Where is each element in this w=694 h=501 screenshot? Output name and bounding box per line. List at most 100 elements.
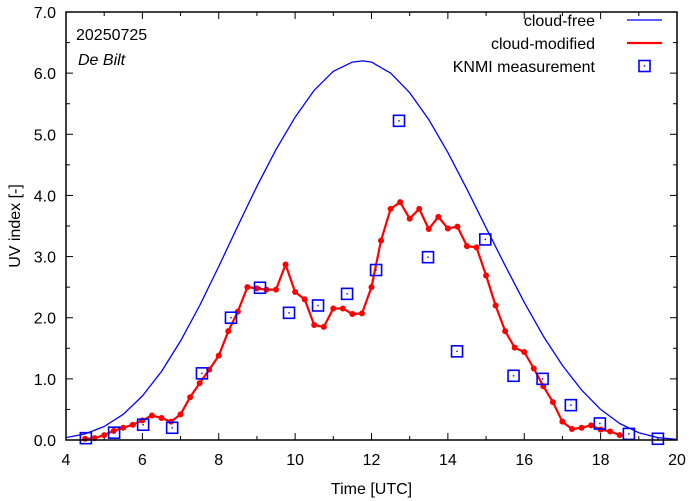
cloud-modified-point: [187, 394, 194, 401]
measurement-square: [340, 287, 354, 301]
measurement-dot: [427, 256, 429, 258]
measurement-dot: [259, 287, 261, 289]
measurement-dot: [113, 431, 115, 434]
cloud-modified-point: [82, 435, 89, 442]
cloud-modified-point: [225, 328, 232, 335]
measurement-square: [253, 281, 267, 295]
knmi-measurement-point: [478, 233, 492, 246]
cloud-modified-point: [444, 225, 451, 232]
legend-label-knmi-measurement: KNMI measurement: [453, 59, 596, 76]
knmi-measurement-point: [536, 372, 549, 386]
measurement-dot: [142, 424, 144, 426]
knmi-measurement-point: [507, 369, 520, 383]
y-tick-label: 3.0: [34, 250, 56, 267]
y-tick-label: 7.0: [34, 5, 56, 22]
knmi-measurement-point: [282, 306, 296, 320]
cloud-modified-point: [282, 261, 289, 268]
x-tick-label: 4: [62, 452, 71, 469]
measurement-square: [369, 263, 383, 277]
cloud-modified-point: [101, 432, 108, 439]
x-tick-label: 20: [668, 452, 686, 469]
measurement-dot: [456, 350, 458, 353]
x-tick-label: 12: [363, 452, 381, 469]
cloud-modified-line: [85, 201, 621, 440]
cloud-modified-point: [578, 424, 585, 431]
measurement-square: [224, 311, 238, 325]
x-tick-label: 14: [439, 452, 457, 469]
cloud-modified-point: [311, 322, 318, 329]
cloud-modified-point: [292, 289, 299, 296]
y-tick-label: 1.0: [34, 372, 56, 389]
knmi-measurement-point: [253, 281, 267, 295]
measurement-square: [311, 299, 325, 312]
measurement-square: [593, 417, 607, 430]
y-tick-label: 0.0: [34, 433, 56, 450]
cloud-modified-point: [110, 427, 117, 434]
cloud-modified-point: [378, 237, 385, 244]
plot-frame: [65, 11, 678, 441]
knmi-measurement-point: [564, 398, 578, 412]
y-axis-label: UV index [-]: [7, 184, 24, 268]
measurement-square: [478, 233, 492, 246]
measurement-dot: [628, 433, 630, 435]
x-tick-label: 6: [138, 452, 147, 469]
cloud-modified-point: [492, 302, 499, 309]
location-annotation: De Bilt: [78, 52, 126, 69]
cloud-modified-point: [339, 305, 346, 312]
y-tick-label: 4.0: [34, 188, 56, 205]
measurement-dot: [570, 404, 572, 406]
date-annotation: 20250725: [76, 27, 147, 44]
measurement-square: [651, 432, 665, 446]
measurement-square: [282, 306, 296, 320]
measurement-square: [536, 372, 549, 386]
cloud-modified-point: [301, 296, 308, 303]
cloud-modified-point: [244, 284, 251, 291]
knmi-measurement-point: [392, 114, 406, 128]
knmi-measurement-point: [311, 299, 325, 312]
cloud-modified-point: [273, 286, 280, 293]
x-tick-label: 8: [214, 452, 223, 469]
measurement-dot: [230, 317, 232, 319]
cloud-modified-point: [196, 380, 203, 387]
cloud-modified-point: [549, 399, 556, 406]
measurement-dot: [657, 438, 659, 440]
measurement-dot: [171, 427, 173, 429]
legend-square: [638, 59, 651, 73]
knmi-measurement-point: [450, 345, 464, 358]
cloud-modified-point: [435, 213, 442, 220]
cloud-free-line: [66, 60, 677, 440]
cloud-modified-point: [511, 344, 518, 351]
measurement-square: [450, 345, 464, 358]
x-tick-label: 18: [592, 452, 610, 469]
cloud-modified-point: [330, 305, 337, 312]
measurement-dot: [375, 269, 377, 271]
knmi-measurement-point: [369, 263, 383, 277]
x-tick-label: 16: [515, 452, 533, 469]
knmi-measurement-point: [107, 426, 121, 439]
knmi-measurement-point: [79, 431, 93, 445]
measurement-square: [165, 421, 179, 435]
cloud-modified-point: [148, 412, 155, 419]
cloud-modified-point: [139, 417, 146, 424]
cloud-modified-point: [397, 199, 404, 206]
cloud-modified-point: [320, 323, 327, 330]
x-tick-label: 10: [286, 452, 304, 469]
cloud-modified-point: [521, 348, 528, 355]
knmi-measurement-point: [593, 417, 607, 430]
cloud-modified-point: [463, 243, 470, 250]
legend-label-cloud-modified: cloud-modified: [491, 36, 595, 53]
tick-labels: 4 6 8 10 12 14 16 18 20 0.0 1.0 2.0 3.0 4.0 5.0 6.0 7.0: [34, 5, 686, 469]
measurement-dot: [85, 437, 87, 439]
cloud-modified-point: [416, 205, 423, 212]
y-tick-label: 5.0: [34, 127, 56, 144]
cloud-modified-point: [263, 286, 270, 293]
measurement-dot: [346, 293, 348, 295]
knmi-measurement-point: [165, 421, 179, 435]
measurement-square: [392, 114, 406, 128]
cloud-modified-point: [158, 414, 165, 421]
measurement-dot: [317, 304, 319, 307]
measurement-dot: [484, 238, 486, 241]
measurement-square: [79, 431, 93, 445]
measurement-dot: [201, 372, 203, 375]
